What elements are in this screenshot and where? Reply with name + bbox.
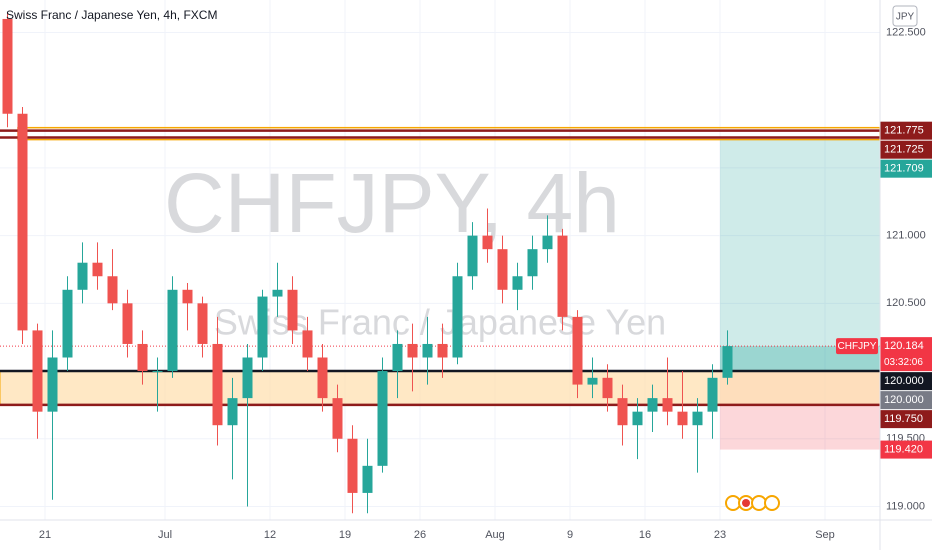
price-tag: 121.709: [884, 163, 924, 175]
price-tag-box: [880, 372, 932, 391]
candle-body: [47, 357, 58, 412]
watermark-description: Swiss Franc / Japanese Yen: [214, 302, 666, 343]
candle-body: [512, 276, 523, 290]
x-tick-label: Aug: [485, 529, 505, 541]
candle-body: [17, 113, 28, 331]
candle-body: [692, 411, 703, 426]
y-tick-label: 119.000: [886, 500, 925, 512]
candle-body: [332, 398, 343, 439]
candle-body: [707, 377, 718, 412]
profit-area: [720, 139, 880, 372]
candle-body: [497, 249, 508, 290]
candle-body: [302, 330, 313, 358]
candle-body: [602, 377, 613, 399]
support-zone: [0, 370, 881, 406]
candle-body: [212, 343, 223, 426]
candle-body: [482, 235, 493, 250]
x-tick-label: 26: [414, 529, 426, 541]
candle-body: [392, 343, 403, 372]
candle-body: [422, 343, 433, 358]
price-tag: 119.420: [884, 443, 923, 455]
event-icons: [725, 495, 780, 511]
y-tick-label: 121.000: [886, 230, 926, 242]
event-icon: [725, 495, 741, 511]
candle-body: [347, 438, 358, 493]
x-tick-label: 23: [714, 529, 726, 541]
candle-body: [647, 398, 658, 412]
layer: [0, 0, 881, 520]
price-tag: 121.725: [884, 144, 924, 156]
candle-body: [527, 249, 538, 277]
chart-title: Swiss Franc / Japanese Yen, 4h, FXCM: [6, 8, 217, 22]
last-symbol: CHFJPY: [838, 341, 877, 352]
candle-body: [77, 262, 88, 290]
candle-body: [122, 303, 133, 344]
candle-body: [32, 330, 43, 412]
candle-body: [197, 303, 208, 344]
price-tag-box: [880, 121, 932, 140]
x-tick-label: Sep: [815, 529, 835, 541]
candle-body: [362, 465, 373, 493]
candle-body: [377, 371, 388, 466]
candle-body: [587, 377, 598, 385]
layer: 122.500121.500121.000120.500119.500119.0…: [2, 12, 932, 541]
candle-body: [137, 343, 148, 372]
x-tick-label: Jul: [158, 529, 172, 541]
candle-body: [617, 398, 628, 426]
candle-body: [227, 398, 238, 426]
price-tag-box: [880, 140, 932, 159]
price-tag: 120.000: [884, 394, 924, 406]
price-tag: 119.750: [884, 413, 923, 425]
price-tag-box: [880, 337, 932, 372]
x-tick-label: 16: [639, 529, 651, 541]
candle-body: [437, 343, 448, 358]
price-tag-box: [880, 410, 932, 429]
price-tag-box: [880, 391, 932, 410]
candle-body: [572, 316, 583, 385]
candle-body: [317, 357, 328, 399]
candle-body: [107, 276, 118, 304]
candle-body: [407, 343, 418, 358]
candle-body: [62, 289, 73, 358]
candle-body: [632, 411, 643, 426]
event-icon: [764, 495, 780, 511]
candle-body: [677, 411, 688, 426]
candle-body: [152, 371, 163, 373]
x-tick-label: 12: [264, 529, 276, 541]
event-icon: [742, 499, 750, 507]
candle-body: [287, 289, 298, 331]
candle-body: [452, 276, 463, 358]
candle-body: [242, 357, 253, 399]
candle-body: [467, 235, 478, 277]
candle-body: [167, 289, 178, 372]
candle-body: [557, 235, 568, 317]
watermark-symbol: CHFJPY, 4h: [164, 156, 620, 250]
price-tag-box: [880, 159, 932, 178]
event-icon: [751, 495, 767, 511]
currency: JPY: [896, 12, 915, 23]
y-tick-label: 120.500: [886, 297, 926, 309]
countdown: 03:32:06: [884, 357, 923, 368]
x-tick-label: 9: [567, 529, 573, 541]
candle-body: [257, 296, 268, 358]
price-tag-box: [880, 440, 932, 459]
currency-box: [892, 5, 918, 27]
x-tick-label: 19: [339, 529, 351, 541]
price-tag: 120.184: [884, 340, 924, 352]
candle-body: [272, 289, 283, 297]
candle-body: [182, 289, 193, 304]
last-symbol-box: [836, 338, 878, 355]
x-tick-label: 21: [39, 529, 51, 541]
y-tick-label: 122.500: [886, 26, 926, 38]
candle-body: [542, 235, 553, 250]
price-tag: 120.000: [884, 375, 924, 387]
candle-body: [2, 18, 13, 114]
candle-body: [722, 346, 733, 378]
candle-body: [92, 262, 103, 277]
candle-body: [662, 398, 673, 412]
price-tag: 121.775: [884, 125, 924, 137]
